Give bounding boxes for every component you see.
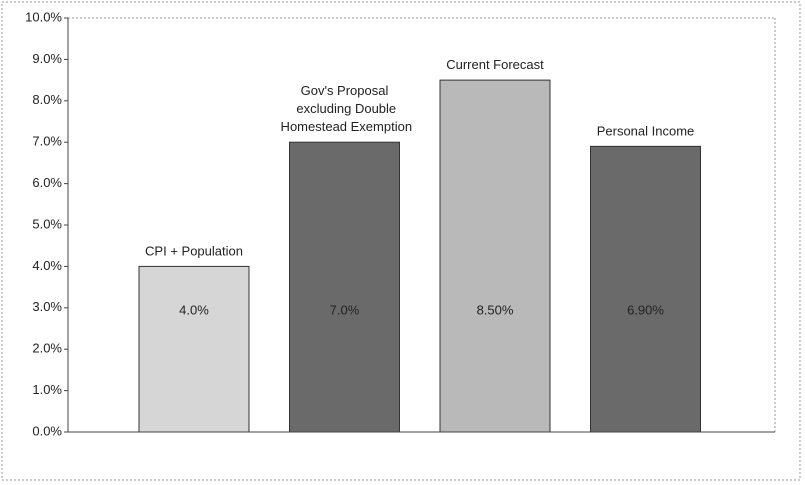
bar [289,141,400,433]
category-label: Current Forecast [446,58,544,73]
value-label: 6.90% [627,302,664,317]
y-tick-label: 10.0% [25,9,62,24]
y-tick-label: 5.0% [32,216,62,231]
y-tick-label: 2.0% [32,341,62,356]
y-tick-label: 6.0% [32,175,62,190]
y-tick-label: 9.0% [32,51,62,66]
category-label: CPI + Population [145,244,243,259]
value-label: 7.0% [330,302,360,317]
y-tick-label: 3.0% [32,299,62,314]
bar [590,145,701,433]
y-tick-label: 4.0% [32,258,62,273]
y-tick-label: 0.0% [32,423,62,438]
category-label: Personal Income [597,124,695,139]
y-tick-label: 8.0% [32,92,62,107]
y-tick-label: 1.0% [32,382,62,397]
value-label: 8.50% [477,302,514,317]
category-label: Gov's Proposal excluding Double Homestea… [277,84,412,135]
bar [439,79,551,433]
bar [138,265,250,433]
y-tick-label: 7.0% [32,134,62,149]
value-label: 4.0% [179,302,209,317]
